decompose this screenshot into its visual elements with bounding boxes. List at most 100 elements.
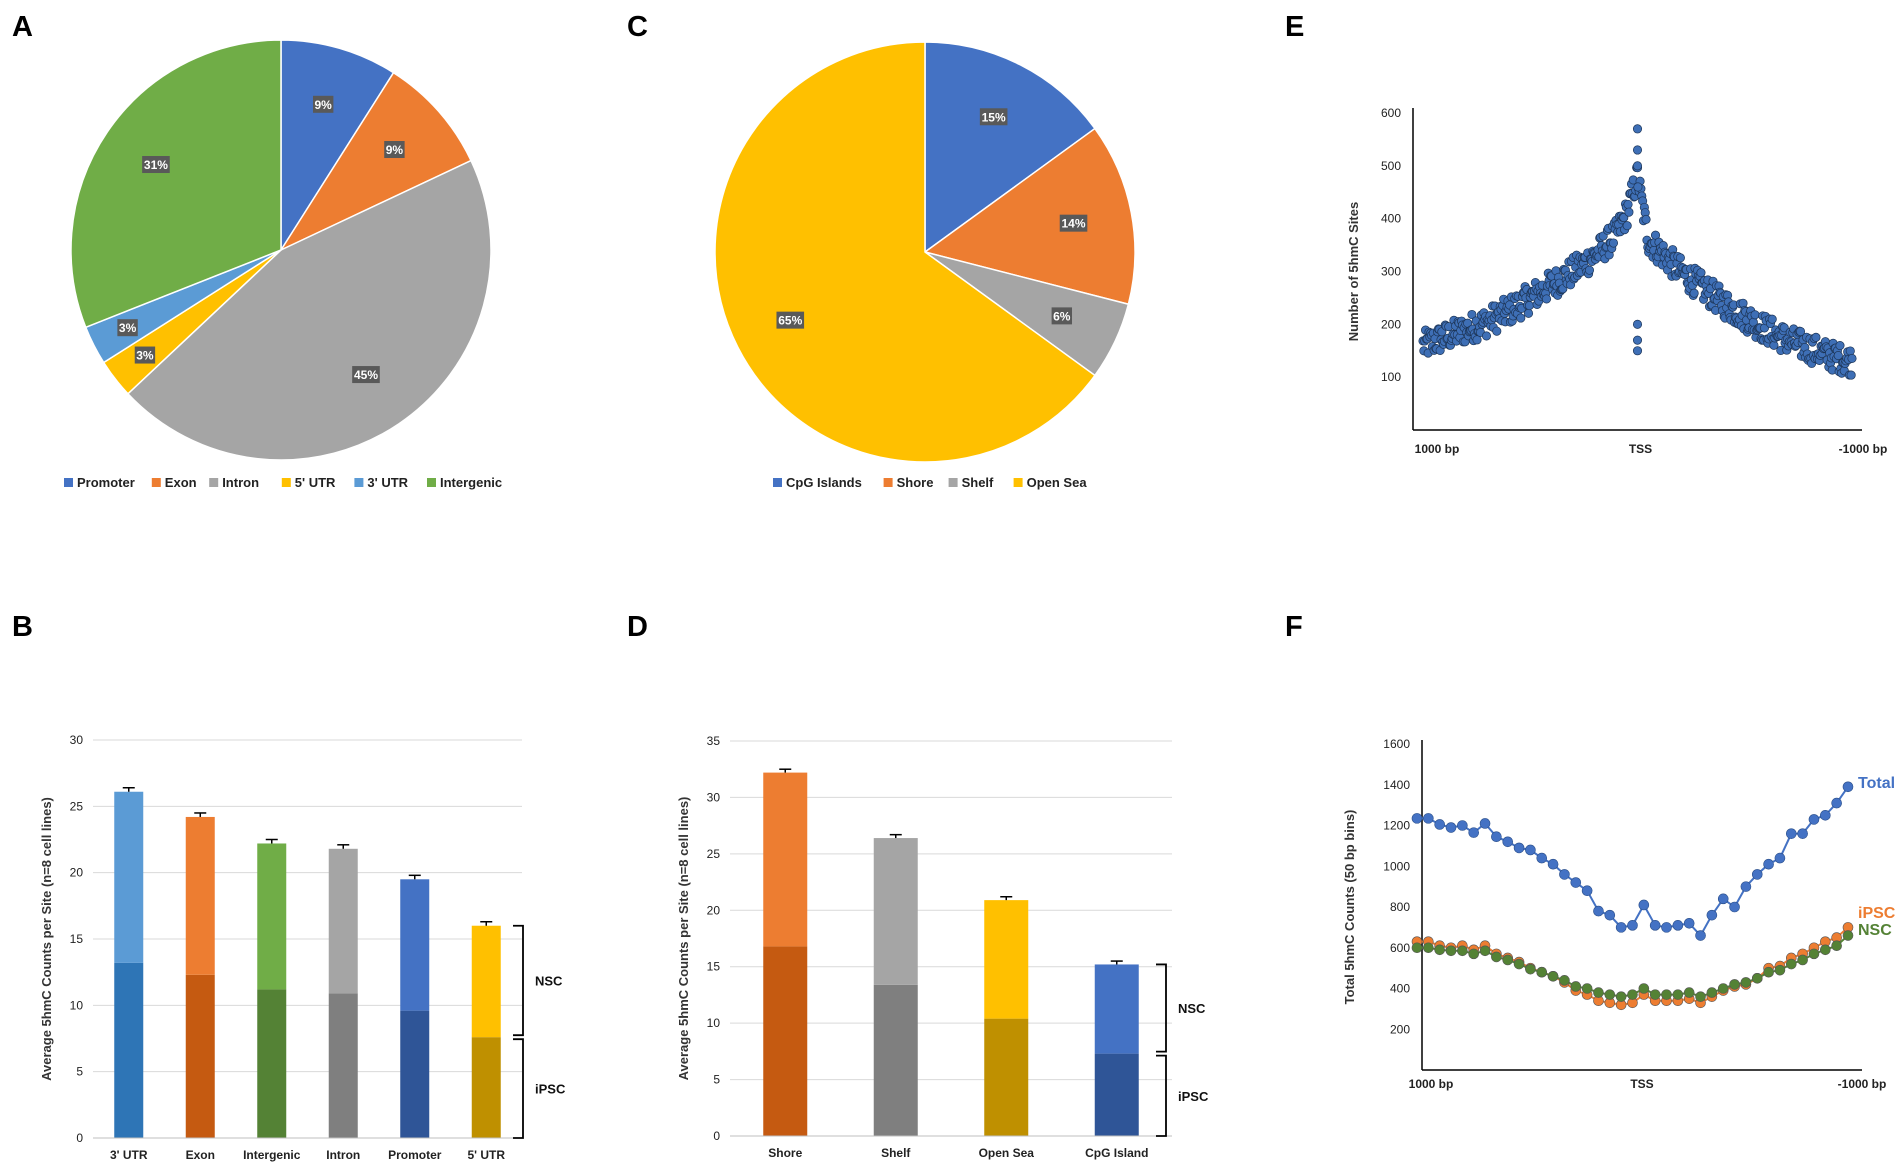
series-point-nsc — [1525, 963, 1536, 975]
scatter-point-spike — [1632, 335, 1643, 345]
pie-slice-open-sea — [714, 41, 1096, 463]
series-point-total — [1706, 909, 1718, 921]
scatter-point — [1835, 341, 1845, 351]
scatter-point — [1542, 294, 1552, 304]
y-axis-label: Total 5hmC Counts (50 bp bins) — [1342, 810, 1357, 1005]
scatter-point — [1608, 238, 1619, 248]
y-tick-label: 20 — [707, 903, 721, 917]
pie-chart-cpg-context: 15% 14% 6% 65% CpG Islands Shore Shelf Open Sea — [714, 41, 1136, 490]
series-point-total — [1593, 905, 1604, 917]
x-tick-label-exon: Exon — [186, 1148, 215, 1162]
series-point-total — [1820, 810, 1831, 821]
series-point-nsc — [1434, 944, 1445, 956]
series-point-total — [1457, 820, 1468, 831]
series-point-total — [1468, 827, 1480, 838]
scatter-point-spike — [1632, 145, 1643, 155]
legend-label-open-sea: Open Sea — [1027, 475, 1088, 490]
bracket-label-nsc: NSC — [535, 973, 563, 988]
slice-label-shore: 14% — [1062, 217, 1086, 231]
series-point-nsc — [1559, 975, 1570, 986]
legend-label-shelf: Shelf — [962, 475, 994, 490]
y-tick-label: 1400 — [1383, 778, 1410, 792]
series-label-total: Total — [1858, 775, 1895, 792]
series-point-total — [1547, 858, 1559, 870]
x-tick-label-promoter: Promoter — [388, 1148, 442, 1162]
series-point-total — [1615, 922, 1627, 933]
slice-label-box-shelf — [1051, 307, 1073, 325]
y-axis-label: Average 5hmC Counts per Site (n=8 cell l… — [676, 797, 691, 1081]
y-tick-label: 15 — [707, 960, 721, 974]
y-tick-label: 400 — [1381, 212, 1401, 226]
series-point-total — [1729, 901, 1740, 913]
y-tick-label: 1200 — [1383, 819, 1410, 833]
bar-nsc-open-sea — [984, 900, 1029, 1019]
series-point-nsc — [1502, 954, 1514, 966]
series-point-nsc — [1547, 970, 1559, 982]
series-point-nsc — [1717, 983, 1729, 994]
bar-nsc-intergenic — [257, 843, 287, 990]
series-point-total — [1559, 869, 1570, 880]
series-point-nsc — [1445, 945, 1457, 957]
scatter-chart-tss: 100 200 300 400 500 600 1000 bp TSS -1000 bp Numb… — [1346, 106, 1887, 456]
slice-label-shelf: 6% — [1053, 309, 1071, 323]
legend-swatch-cpg-islands — [773, 478, 782, 487]
x-tick-label-5-utr: 5' UTR — [467, 1148, 505, 1162]
x-tick-label-shore: Shore — [768, 1146, 802, 1160]
x-tick-label-3-utr: 3' UTR — [110, 1148, 148, 1162]
panel-label-c: C — [627, 11, 648, 43]
pie-slice-shore — [923, 127, 1136, 306]
series-point-total — [1740, 881, 1752, 892]
series-point-nsc — [1479, 945, 1491, 957]
series-point-total — [1638, 899, 1650, 911]
series-point-total — [1774, 852, 1786, 864]
series-point-nsc — [1627, 989, 1638, 1000]
bar-ipsc-open-sea — [984, 1018, 1029, 1136]
scatter-point-spike — [1632, 346, 1643, 356]
bar-chart-cpg-context: 0 5 10 15 20 25 30 35 Shore Shelf Open Sea CpG Isla… — [676, 734, 1209, 1160]
bar-nsc-promoter — [400, 879, 430, 1011]
y-tick-label: 20 — [70, 866, 84, 880]
slice-label-intergenic: 31% — [144, 158, 168, 172]
y-tick-label: 30 — [707, 790, 721, 804]
series-point-nsc — [1661, 989, 1672, 1000]
series-point-total — [1763, 858, 1774, 870]
bar-ipsc-3-utr — [114, 962, 144, 1138]
bracket-nsc — [513, 924, 524, 1037]
x-tick-label-tss: TSS — [1629, 442, 1652, 456]
series-point-nsc — [1513, 958, 1525, 970]
legend-swatch-3-utr — [354, 478, 364, 487]
series-point-total — [1672, 920, 1684, 931]
scatter-point — [1689, 288, 1699, 298]
legend-label-3-utr: 3' UTR — [367, 475, 408, 490]
scatter-point — [1641, 214, 1651, 224]
bar-nsc-shore — [763, 772, 808, 947]
series-point-nsc — [1820, 944, 1831, 956]
slice-label-5-utr: 3% — [136, 349, 154, 363]
pie-slice-intergenic — [70, 39, 282, 329]
panel-label-b: B — [12, 611, 33, 643]
series-point-total — [1683, 917, 1695, 929]
series-point-nsc — [1649, 989, 1661, 1000]
scatter-point-spike — [1632, 319, 1643, 329]
series-point-nsc — [1808, 948, 1820, 960]
x-tick-label-1000-bp: -1000 bp — [1839, 442, 1888, 456]
scatter-point — [1492, 326, 1502, 336]
slice-label-open-sea: 65% — [778, 314, 802, 328]
series-point-nsc — [1751, 973, 1763, 984]
bar-nsc-shelf — [873, 838, 918, 985]
scatter-point — [1696, 268, 1706, 278]
series-point-nsc — [1423, 942, 1434, 954]
y-tick-label: 10 — [70, 998, 84, 1012]
y-tick-label: 35 — [707, 734, 721, 748]
slice-label-promoter: 9% — [315, 98, 333, 112]
x-tick-label-open-sea: Open Sea — [979, 1146, 1035, 1160]
scatter-point-spike — [1632, 161, 1643, 171]
series-point-total — [1525, 844, 1536, 856]
slice-label-box-exon — [384, 141, 405, 159]
slice-label-box-intergenic — [142, 156, 170, 174]
slice-label-box-5-utr — [134, 346, 156, 364]
scatter-point-spike — [1632, 124, 1643, 134]
legend-swatch-intergenic — [427, 478, 436, 487]
slice-label-box-shore — [1059, 214, 1088, 232]
series-point-nsc — [1831, 940, 1842, 952]
